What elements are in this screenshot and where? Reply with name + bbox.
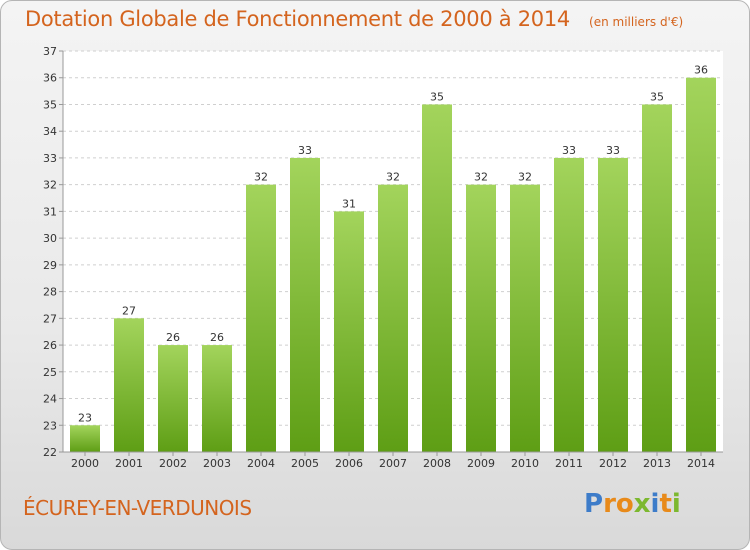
brand-logo: Proxiti (584, 489, 681, 519)
x-tick-label-2013: 2013 (643, 457, 671, 470)
x-tick-label-2005: 2005 (291, 457, 319, 470)
data-label-2014: 36 (694, 64, 708, 77)
x-tick-label-2002: 2002 (159, 457, 187, 470)
y-tick-label: 35 (43, 98, 57, 111)
x-tick-label-2000: 2000 (71, 457, 99, 470)
data-label-2010: 32 (518, 171, 532, 184)
x-tick-label-2011: 2011 (555, 457, 583, 470)
location-name: ÉCUREY-EN-VERDUNOIS (23, 496, 252, 520)
bar-2006 (334, 211, 364, 452)
bar-2008 (422, 104, 452, 452)
bars (70, 77, 716, 452)
bar-2000 (70, 425, 100, 452)
x-tick-label-2008: 2008 (423, 457, 451, 470)
logo-letter: t (659, 489, 672, 519)
bar-2007 (378, 184, 408, 452)
y-tick-label: 23 (43, 419, 57, 432)
logo-letter: o (615, 489, 634, 519)
data-label-2000: 23 (78, 411, 92, 424)
logo-letter: i (671, 489, 681, 519)
x-tick-label-2004: 2004 (247, 457, 275, 470)
chart-unit-note: (en milliers d'€) (589, 15, 684, 29)
data-label-2006: 31 (342, 197, 356, 210)
x-tick-label-2001: 2001 (115, 457, 143, 470)
y-tick-label: 29 (43, 259, 57, 272)
bar-2003 (202, 345, 232, 452)
y-tick-label: 28 (43, 286, 57, 299)
y-tick-label: 26 (43, 339, 57, 352)
bar-2001 (114, 318, 144, 452)
y-tick-label: 36 (43, 72, 57, 85)
data-label-2005: 33 (298, 144, 312, 157)
data-label-2001: 27 (122, 304, 136, 317)
x-tick-label-2003: 2003 (203, 457, 231, 470)
y-tick-label: 25 (43, 366, 57, 379)
logo-letter: P (584, 489, 604, 519)
y-tick-label: 27 (43, 312, 57, 325)
data-labels: 23 27 26 26 32 33 31 32 35 32 32 33 33 35 36 (78, 64, 708, 425)
y-tick-label: 22 (43, 446, 57, 459)
y-tick-label: 33 (43, 152, 57, 165)
bar-2011 (554, 157, 584, 452)
bar-2005 (290, 157, 320, 452)
data-label-2013: 35 (650, 90, 664, 103)
y-axis-ticks: 22 23 24 25 26 27 28 29 30 31 32 33 34 35 36 37 (43, 45, 63, 459)
y-tick-label: 24 (43, 393, 57, 406)
y-tick-label: 30 (43, 232, 57, 245)
data-label-2011: 33 (562, 144, 576, 157)
data-label-2012: 33 (606, 144, 620, 157)
logo-letter: r (603, 489, 616, 519)
bar-2010 (510, 184, 540, 452)
y-tick-label: 32 (43, 179, 57, 192)
y-tick-label: 31 (43, 205, 57, 218)
data-label-2002: 26 (166, 331, 180, 344)
bar-2002 (158, 345, 188, 452)
bar-2013 (642, 104, 672, 452)
x-tick-label-2014: 2014 (687, 457, 715, 470)
y-tick-label: 37 (43, 45, 57, 58)
data-label-2007: 32 (386, 171, 400, 184)
bar-2009 (466, 184, 496, 452)
x-tick-label-2007: 2007 (379, 457, 407, 470)
x-tick-label-2010: 2010 (511, 457, 539, 470)
bar-2014 (686, 77, 716, 452)
logo-letter: i (650, 489, 660, 519)
data-label-2008: 35 (430, 90, 444, 103)
chart-title: Dotation Globale de Fonctionnement de 20… (25, 7, 570, 31)
data-label-2009: 32 (474, 171, 488, 184)
bar-2004 (246, 184, 276, 452)
x-tick-label-2006: 2006 (335, 457, 363, 470)
data-label-2004: 32 (254, 171, 268, 184)
logo-letter: x (633, 489, 651, 519)
x-tick-label-2009: 2009 (467, 457, 495, 470)
x-tick-label-2012: 2012 (599, 457, 627, 470)
title-row: Dotation Globale de Fonctionnement de 20… (25, 7, 683, 31)
bar-2012 (598, 157, 628, 452)
y-tick-label: 34 (43, 125, 57, 138)
data-label-2003: 26 (210, 331, 224, 344)
x-axis-ticks: 2000 2001 2002 2003 2004 2005 2006 2007 2008 2009… (71, 452, 715, 470)
